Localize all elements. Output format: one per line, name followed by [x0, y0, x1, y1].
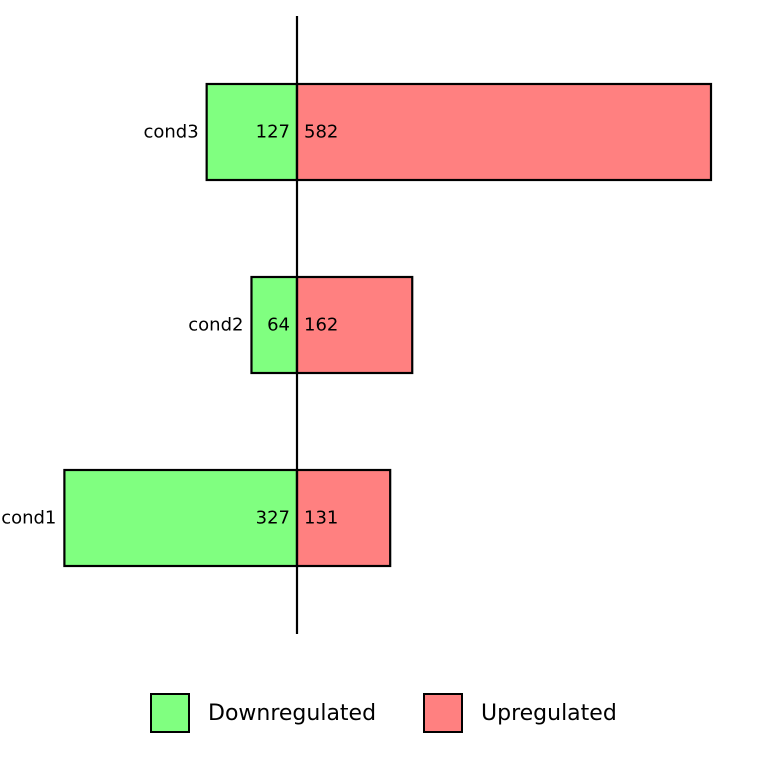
value-label-downregulated-cond1: 327	[256, 508, 290, 529]
bars-layer	[63, 82, 713, 568]
legend-item-upregulated: Upregulated	[423, 692, 617, 734]
bar-chart: 327 131 cond1 64 162 cond2 127 582 cond3	[1, 16, 713, 634]
bar-upregulated-cond2	[295, 275, 414, 375]
category-label-cond3: cond3	[143, 122, 198, 143]
value-label-upregulated-cond3: 582	[304, 122, 338, 143]
legend-swatch-downregulated	[150, 693, 190, 733]
category-label-cond2: cond2	[188, 315, 243, 336]
value-label-upregulated-cond1: 131	[304, 508, 338, 529]
bar-downregulated-cond1	[63, 468, 299, 568]
legend-label-upregulated: Upregulated	[481, 700, 617, 726]
bar-downregulated-cond2	[250, 275, 299, 375]
labels-layer: 327 131 cond1 64 162 cond2 127 582 cond3	[1, 122, 338, 529]
value-label-downregulated-cond2: 64	[267, 315, 290, 336]
value-label-downregulated-cond3: 127	[256, 122, 290, 143]
value-label-upregulated-cond2: 162	[304, 315, 338, 336]
legend-swatch-upregulated	[423, 693, 463, 733]
bar-upregulated-cond3	[295, 82, 713, 182]
legend: Downregulated Upregulated	[0, 690, 768, 738]
bar-upregulated-cond1	[295, 468, 392, 568]
category-label-cond1: cond1	[1, 508, 56, 529]
legend-item-downregulated: Downregulated	[150, 692, 376, 734]
bar-downregulated-cond3	[205, 82, 299, 182]
legend-label-downregulated: Downregulated	[208, 700, 377, 726]
